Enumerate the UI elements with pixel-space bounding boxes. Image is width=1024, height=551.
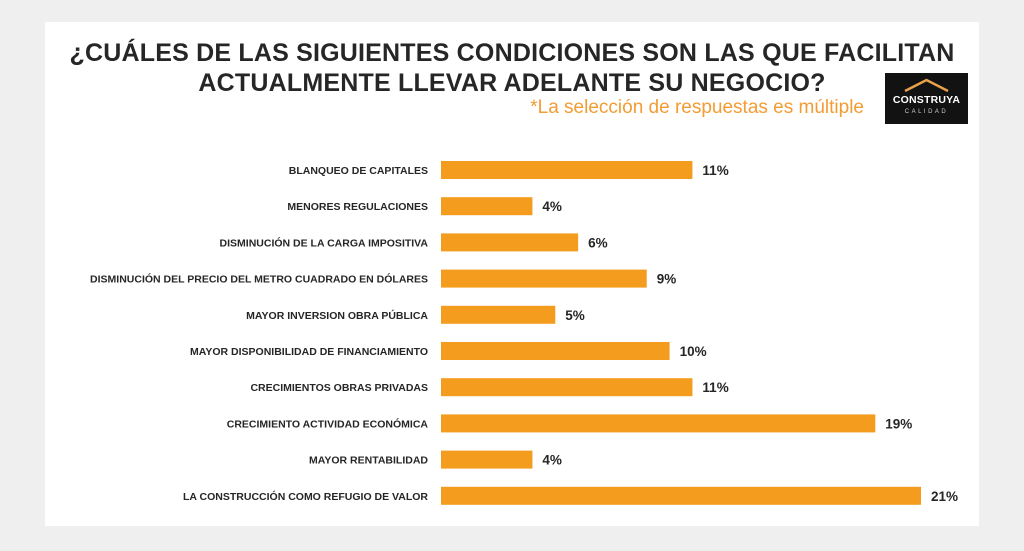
value-label: 19% (885, 416, 912, 431)
bar-1 (441, 161, 693, 179)
value-label: 9% (657, 272, 677, 287)
category-label: MAYOR DISPONIBILIDAD DE FINANCIAMIENTO (190, 346, 428, 358)
logo-subtext: CALIDAD (904, 109, 949, 115)
chart-title-line-2: ACTUALMENTE LLEVAR ADELANTE SU NEGOCIO? (198, 69, 826, 97)
category-label: DISMINUCIÓN DE LA CARGA IMPOSITIVA (220, 236, 429, 249)
bar-4 (441, 269, 647, 288)
category-label: MAYOR INVERSION OBRA PÚBLICA (246, 309, 428, 322)
bar-9 (441, 450, 533, 469)
category-label: MENORES REGULACIONES (287, 201, 428, 213)
brand-logo: CONSTRUYA CALIDAD (885, 73, 968, 124)
bar-3 (441, 233, 579, 252)
value-label: 4% (542, 453, 562, 468)
chart-title: ¿CUÁLES DE LAS SIGUIENTES CONDICIONES SO… (0, 38, 1024, 98)
category-label: BLANQUEO DE CAPITALES (289, 165, 428, 177)
category-label: LA CONSTRUCCIÓN COMO REFUGIO DE VALOR (183, 490, 428, 503)
value-label: 5% (565, 308, 585, 323)
bar-2 (441, 197, 533, 216)
bar-8 (441, 414, 876, 433)
value-label: 11% (702, 163, 728, 178)
value-label: 11% (702, 380, 728, 395)
bar-5 (441, 305, 556, 324)
category-label: DISMINUCIÓN DEL PRECIO DEL METRO CUADRAD… (90, 273, 428, 286)
bar-10 (441, 486, 921, 505)
roof-icon (904, 78, 949, 93)
category-label: CRECIMIENTOS OBRAS PRIVADAS (250, 382, 428, 394)
bar-7 (441, 378, 693, 397)
logo-text: CONSTRUYA (892, 94, 961, 106)
category-label: MAYOR RENTABILIDAD (309, 455, 428, 467)
chart-title-line-1: ¿CUÁLES DE LAS SIGUIENTES CONDICIONES SO… (69, 39, 955, 67)
bar-6 (441, 342, 670, 360)
value-label: 10% (680, 344, 707, 359)
chart-subtitle: *La selección de respuestas es múltiple (530, 97, 864, 118)
category-label: CRECIMIENTO ACTIVIDAD ECONÓMICA (227, 417, 429, 430)
value-label: 4% (542, 199, 562, 214)
value-label: 21% (931, 489, 958, 504)
value-label: 6% (588, 235, 608, 250)
